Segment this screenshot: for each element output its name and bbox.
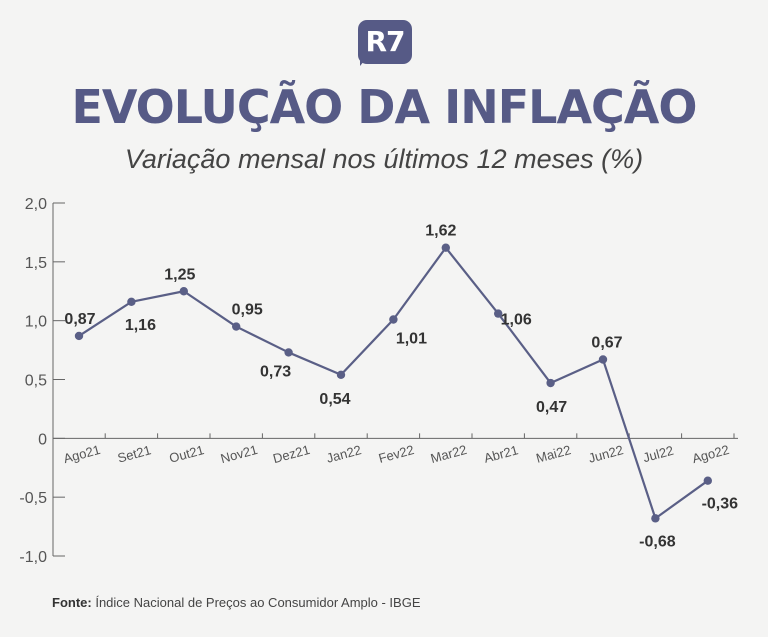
r7-logo: R7 [358, 20, 412, 68]
data-label: 1,01 [396, 330, 427, 347]
y-tick-label: 0 [38, 431, 47, 448]
data-point [336, 370, 346, 379]
x-tick-label: Fev22 [377, 442, 416, 466]
data-label: 0,87 [64, 311, 95, 328]
y-tick-label: 0,5 [25, 373, 47, 390]
y-tick-label: 2,0 [25, 196, 47, 213]
x-tick-label: Mai22 [534, 442, 572, 466]
data-point [179, 287, 188, 296]
y-tick-label: 1,0 [25, 314, 47, 331]
data-point [651, 514, 660, 523]
data-label: 0,47 [536, 399, 567, 416]
data-point [598, 355, 608, 364]
y-tick-label: -1,0 [19, 549, 47, 566]
page-subtitle: Variação mensal nos últimos 12 meses (%) [124, 144, 644, 174]
x-tick-label: Dez21 [271, 442, 311, 466]
data-label: 1,25 [164, 266, 195, 283]
logo-tail [360, 54, 370, 66]
data-point [703, 476, 712, 485]
x-tick-label: Out21 [168, 442, 206, 466]
page-title: EVOLUÇÃO DA INFLAÇÃO [71, 80, 697, 134]
x-tick-label: Ago22 [691, 442, 731, 466]
x-tick-label: Jun22 [587, 442, 625, 466]
x-tick-label: Abr21 [482, 442, 519, 465]
data-point [74, 331, 84, 341]
data-label: -0,36 [702, 496, 739, 513]
data-label: 0,67 [591, 334, 622, 351]
data-label: 0,54 [319, 391, 350, 408]
series-line [78, 246, 709, 520]
x-tick-label: Set21 [116, 442, 153, 465]
source-label: Fonte: [52, 595, 92, 610]
data-label: 1,16 [125, 317, 156, 334]
data-point [441, 243, 450, 252]
data-label: -0,68 [639, 533, 676, 550]
y-tick-label: 1,5 [25, 255, 47, 272]
data-point [494, 309, 503, 318]
data-point [546, 378, 555, 388]
data-point [284, 348, 293, 357]
x-tick-label: Ago21 [62, 442, 102, 466]
x-tick-label: Mar22 [429, 442, 468, 466]
data-label: 1,62 [425, 223, 456, 240]
source-text: Índice Nacional de Preços ao Consumidor … [95, 595, 421, 610]
data-point [232, 322, 241, 331]
data-label: 0,95 [232, 302, 263, 319]
x-tick-label: Jul22 [641, 443, 675, 466]
source-footer: Fonte: Índice Nacional de Preços ao Cons… [52, 595, 421, 610]
logo-text: R7 [365, 25, 405, 58]
data-label: 0,73 [260, 363, 291, 380]
x-tick-label: Nov21 [219, 442, 259, 466]
data-label: 1,06 [501, 312, 532, 329]
y-tick-label: -0,5 [19, 490, 47, 507]
data-point [127, 297, 136, 307]
x-tick-label: Jan22 [325, 442, 363, 466]
data-point [389, 315, 398, 324]
